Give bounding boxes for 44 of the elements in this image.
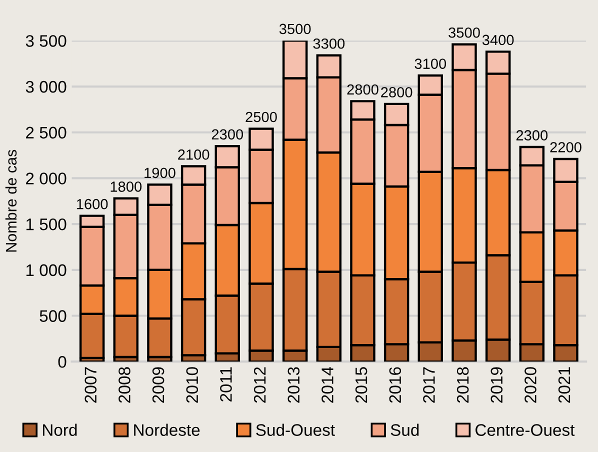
- x-tick-label: 2012: [254, 367, 266, 403]
- y-tick-label: 3 000: [26, 80, 66, 93]
- annotation: 2500: [246, 112, 277, 122]
- x-tick-label: 2008: [118, 367, 130, 403]
- y-tick-label: 1 500: [26, 218, 66, 230]
- x-tick-label: 2015: [355, 367, 368, 403]
- x-tick-label: 2014: [322, 366, 334, 403]
- y-tick-label: 0: [58, 356, 66, 368]
- x-tick-label: 2019: [490, 367, 503, 403]
- annotation: 1800: [110, 182, 142, 192]
- annotation: 3500: [279, 24, 311, 34]
- annotation: 2800: [347, 84, 378, 95]
- y-tick-label: 2 500: [26, 126, 66, 139]
- annotation: 2100: [178, 149, 210, 160]
- legend-label: Nord: [42, 424, 77, 436]
- y-tick-label: 1 000: [26, 264, 66, 276]
- y-tick-label: 2 000: [26, 172, 66, 184]
- x-tick-label: 2016: [389, 367, 402, 403]
- x-tick-label: 2009: [152, 367, 164, 403]
- x-tick-label: 2021: [558, 367, 570, 403]
- x-tick-label: 2010: [186, 367, 198, 403]
- annotation: 3500: [448, 27, 480, 38]
- annotation: 3400: [482, 34, 514, 46]
- annotation: 2300: [212, 129, 244, 140]
- annotation: 3300: [313, 38, 345, 49]
- x-tick-label: 2007: [84, 367, 97, 403]
- y-tick-label: 3 500: [26, 35, 66, 47]
- legend-label: Centre-Ouest: [476, 424, 575, 436]
- annotation: 2300: [516, 130, 548, 140]
- annotation: 2200: [550, 142, 582, 152]
- x-tick-label: 2013: [288, 367, 300, 403]
- x-tick-label: 2018: [456, 367, 469, 403]
- legend-label: Nordeste: [134, 424, 200, 436]
- legend-label: Sud-Ouest: [256, 424, 335, 436]
- annotation: 1900: [144, 168, 176, 178]
- legend-label: Sud: [390, 424, 419, 436]
- annotation: 3100: [414, 58, 446, 69]
- annotation: 2800: [381, 87, 412, 98]
- x-tick-label: 2011: [220, 367, 232, 402]
- y-tick-label: 500: [40, 310, 66, 322]
- annotation: 1600: [76, 198, 108, 210]
- x-tick-label: 2017: [423, 367, 435, 403]
- x-tick-label: 2020: [524, 367, 536, 403]
- y-axis-title: Nombre de cas: [5, 150, 17, 252]
